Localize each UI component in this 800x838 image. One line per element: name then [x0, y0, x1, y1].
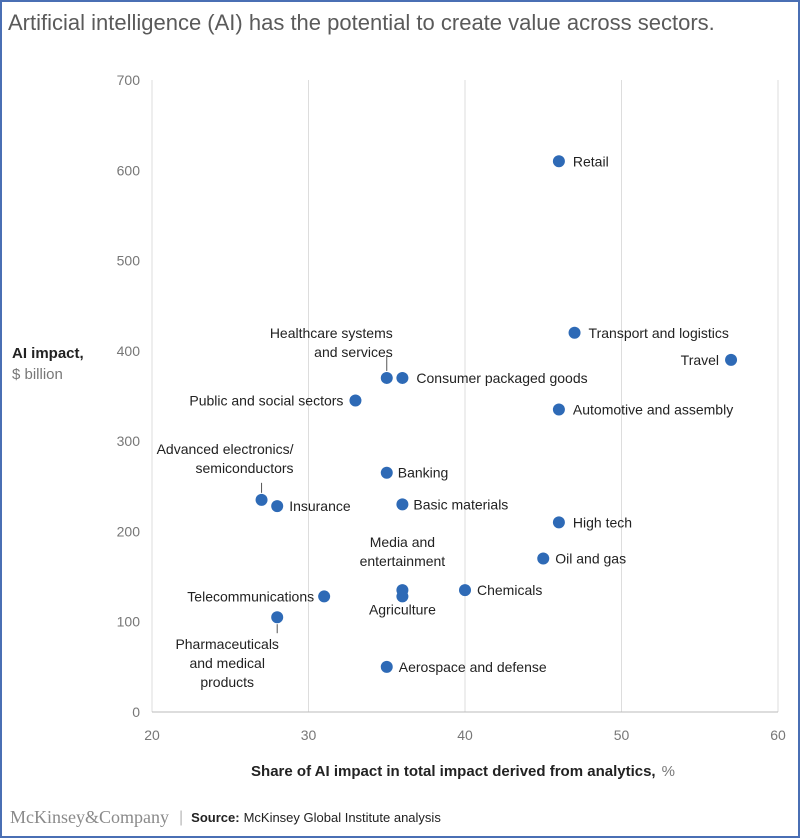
data-point	[459, 584, 471, 597]
y-tick-label: 400	[117, 343, 141, 359]
data-point	[537, 552, 550, 565]
leader-lines	[261, 355, 388, 634]
point-label: High tech	[573, 514, 632, 530]
point-label: Consumer packaged goods	[416, 370, 587, 386]
footer: McKinsey&Company | Source: McKinsey Glob…	[10, 807, 441, 828]
scatter-chart: 0 100 200 300 400 500 600 700 20 30 40 50 60 Retail T…	[12, 72, 786, 780]
data-point	[396, 371, 409, 384]
source-text: McKinsey Global Institute analysis	[243, 810, 441, 825]
chart-title: Artificial intelligence (AI) has the pot…	[8, 10, 715, 35]
x-tick-label: 40	[457, 727, 473, 743]
x-axis-title: Share of AI impact in total impact deriv…	[251, 763, 675, 780]
data-point	[349, 394, 362, 407]
data-point	[255, 493, 268, 506]
point-label: Chemicals	[477, 582, 542, 598]
point-label: Automotive and assembly	[573, 402, 733, 418]
data-point	[725, 353, 738, 366]
point-label: Advanced electronics/semiconductors	[157, 441, 294, 476]
point-label: Banking	[398, 465, 449, 481]
point-label: Public and social sectors	[189, 393, 343, 409]
data-point	[380, 371, 393, 384]
data-point	[396, 498, 409, 511]
data-point	[271, 500, 284, 513]
y-tick-label: 100	[117, 614, 141, 630]
data-point	[380, 660, 393, 673]
footer-divider: |	[179, 808, 184, 826]
x-axis-label: Share of AI impact in total impact deriv…	[251, 763, 656, 780]
y-tick-label: 500	[117, 253, 141, 269]
point-label: Transport and logistics	[589, 325, 729, 341]
grid-lines	[151, 80, 779, 713]
y-tick-label: 300	[117, 433, 141, 449]
point-label: Travel	[681, 352, 719, 368]
y-tick-label: 700	[117, 72, 141, 88]
data-point	[552, 155, 565, 168]
data-points	[255, 155, 738, 673]
x-tick-label: 60	[770, 727, 786, 743]
y-axis-label: AI impact,	[12, 345, 84, 362]
data-point	[568, 326, 581, 339]
y-tick-label: 600	[117, 162, 141, 178]
mckinsey-logo: McKinsey&Company	[10, 807, 169, 827]
data-point	[271, 611, 284, 624]
point-label: Basic materials	[413, 496, 508, 512]
x-axis-unit: %	[662, 763, 675, 780]
data-point	[396, 590, 409, 603]
point-label: Telecommunications	[187, 588, 314, 604]
point-labels: Retail Transport and logistics Travel Healt…	[157, 153, 734, 690]
x-tick-label: 50	[614, 727, 630, 743]
data-point	[380, 466, 393, 479]
x-tick-label: 20	[144, 727, 160, 743]
point-label: Oil and gas	[555, 551, 626, 567]
point-label: Agriculture	[369, 601, 436, 617]
point-label: Retail	[573, 153, 609, 169]
point-label: Aerospace and defense	[399, 659, 547, 675]
source-label: Source:	[191, 810, 240, 825]
axis-ticks: 0 100 200 300 400 500 600 700 20 30 40 50 60	[117, 72, 786, 743]
point-label: Pharmaceuticals and medical products	[175, 636, 279, 690]
data-point	[552, 516, 565, 529]
data-point	[318, 590, 331, 603]
x-tick-label: 30	[301, 727, 317, 743]
point-label: Insurance	[289, 498, 351, 514]
y-tick-label: 0	[132, 704, 140, 720]
y-axis-unit: $ billion	[12, 366, 63, 383]
point-label: Healthcare systems and services	[270, 325, 393, 360]
data-point	[552, 403, 565, 416]
y-tick-label: 200	[117, 523, 141, 539]
point-label: Media and entertainment	[360, 534, 446, 569]
